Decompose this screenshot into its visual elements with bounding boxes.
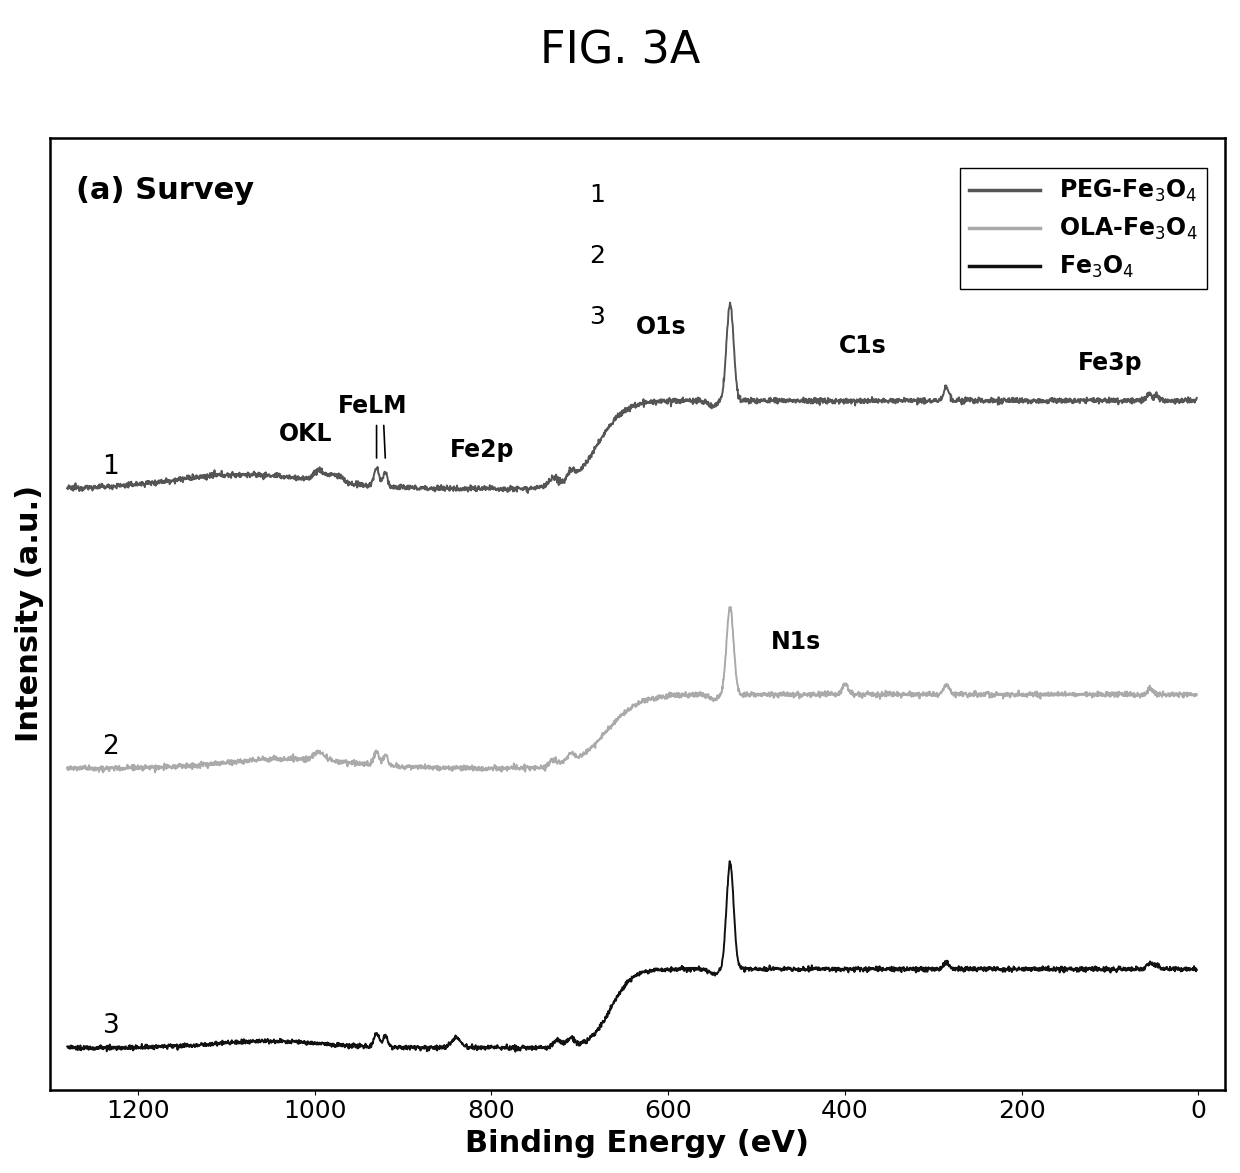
Text: FeLM: FeLM [337, 394, 407, 418]
Text: C1s: C1s [838, 334, 887, 358]
Text: 1: 1 [103, 454, 119, 480]
Text: 1: 1 [589, 183, 605, 208]
Text: N1s: N1s [771, 630, 821, 653]
Legend: PEG-Fe$_3$O$_4$, OLA-Fe$_3$O$_4$, Fe$_3$O$_4$: PEG-Fe$_3$O$_4$, OLA-Fe$_3$O$_4$, Fe$_3$… [960, 169, 1208, 290]
Text: 3: 3 [103, 1013, 119, 1039]
Y-axis label: Intensity (a.u.): Intensity (a.u.) [15, 486, 43, 743]
Text: Fe3p: Fe3p [1078, 351, 1142, 375]
Text: 3: 3 [589, 305, 605, 330]
Text: Fe2p: Fe2p [450, 439, 515, 462]
Text: O1s: O1s [636, 316, 687, 339]
Text: OKL: OKL [279, 422, 332, 447]
Text: FIG. 3A: FIG. 3A [539, 29, 701, 73]
X-axis label: Binding Energy (eV): Binding Energy (eV) [465, 1128, 810, 1158]
Text: 2: 2 [589, 244, 605, 269]
Text: 2: 2 [103, 733, 119, 760]
Text: (a) Survey: (a) Survey [76, 176, 254, 204]
